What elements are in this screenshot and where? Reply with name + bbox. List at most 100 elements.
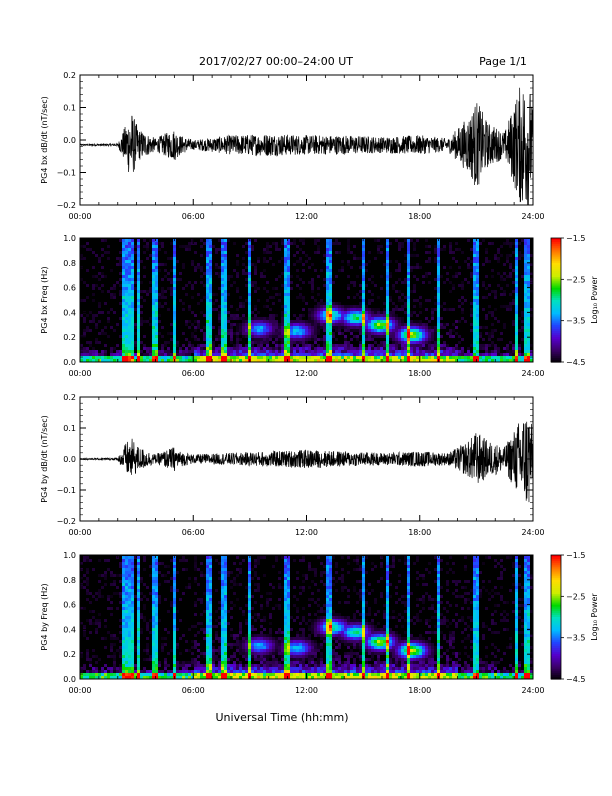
- spectrogram-cell: [521, 275, 524, 278]
- spectrogram-cell: [239, 583, 242, 586]
- spectrogram-cell: [284, 341, 287, 344]
- spectrogram-cell: [248, 595, 251, 598]
- spectrogram-cell: [317, 344, 320, 347]
- spectrogram-cell: [260, 655, 263, 658]
- spectrogram-cell: [131, 577, 134, 580]
- spectrogram-cell: [95, 356, 98, 359]
- spectrogram-cell: [122, 640, 125, 643]
- spectrogram-cell: [254, 646, 257, 649]
- spectrogram-cell: [269, 323, 272, 326]
- spectrogram-cell: [254, 589, 257, 592]
- spectrogram-cell: [524, 260, 527, 263]
- spectrogram-cell: [302, 242, 305, 245]
- spectrogram-cell: [152, 556, 155, 559]
- spectrogram-cell: [215, 637, 218, 640]
- spectrogram-cell: [218, 332, 221, 335]
- spectrogram-cell: [401, 323, 404, 326]
- spectrogram-cell: [140, 323, 143, 326]
- spectrogram-cell: [209, 646, 212, 649]
- spectrogram-cell: [125, 664, 128, 667]
- spectrogram-cell: [287, 350, 290, 353]
- spectrogram-cell: [497, 350, 500, 353]
- spectrogram-cell: [92, 568, 95, 571]
- spectrogram-cell: [425, 260, 428, 263]
- spectrogram-cell: [296, 296, 299, 299]
- spectrogram-cell: [104, 583, 107, 586]
- spectrogram-cell: [314, 326, 317, 329]
- spectrogram-cell: [461, 350, 464, 353]
- spectrogram-cell: [116, 257, 119, 260]
- spectrogram-cell: [419, 305, 422, 308]
- spectrogram-cell: [131, 329, 134, 332]
- spectrogram-cell: [410, 266, 413, 269]
- spectrogram-cell: [434, 302, 437, 305]
- spectrogram-cell: [392, 323, 395, 326]
- spectrogram-cell: [476, 311, 479, 314]
- spectrogram-cell: [281, 320, 284, 323]
- spectrogram-cell: [125, 625, 128, 628]
- spectrogram-cell: [434, 257, 437, 260]
- spectrogram-cell: [125, 577, 128, 580]
- spectrogram-cell: [227, 353, 230, 356]
- spectrogram-cell: [206, 616, 209, 619]
- spectrogram-cell: [302, 335, 305, 338]
- spectrogram-cell: [95, 628, 98, 631]
- spectrogram-cell: [173, 607, 176, 610]
- spectrogram-cell: [482, 281, 485, 284]
- spectrogram-cell: [284, 335, 287, 338]
- spectrogram-cell: [398, 350, 401, 353]
- spectrogram-cell: [344, 353, 347, 356]
- spectrogram-cell: [320, 308, 323, 311]
- spectrogram-cell: [146, 622, 149, 625]
- spectrogram-cell: [437, 275, 440, 278]
- spectrogram-cell: [143, 673, 146, 676]
- spectrogram-cell: [431, 341, 434, 344]
- spectrogram-cell: [248, 323, 251, 326]
- spectrogram-cell: [398, 290, 401, 293]
- spectrogram-cell: [221, 335, 224, 338]
- spectrogram-cell: [152, 664, 155, 667]
- spectrogram-cell: [278, 649, 281, 652]
- spectrogram-cell: [335, 329, 338, 332]
- spectrogram-cell: [326, 311, 329, 314]
- x-tick-label: 06:00: [182, 528, 205, 537]
- spectrogram-cell: [323, 320, 326, 323]
- spectrogram-cell: [383, 311, 386, 314]
- spectrogram-cell: [410, 323, 413, 326]
- spectrogram-cell: [434, 332, 437, 335]
- spectrogram-cell: [476, 269, 479, 272]
- spectrogram-cell: [329, 254, 332, 257]
- spectrogram-cell: [143, 353, 146, 356]
- spectrogram-cell: [200, 311, 203, 314]
- spectrogram-cell: [188, 305, 191, 308]
- spectrogram-cell: [248, 586, 251, 589]
- spectrogram-cell: [182, 664, 185, 667]
- spectrogram-cell: [224, 610, 227, 613]
- spectrogram-cell: [236, 260, 239, 263]
- y-tick-label: 0.8: [63, 259, 76, 268]
- spectrogram-cell: [398, 299, 401, 302]
- spectrogram-cell: [443, 353, 446, 356]
- spectrogram-cell: [503, 347, 506, 350]
- spectrogram-cell: [407, 272, 410, 275]
- spectrogram-cell: [254, 347, 257, 350]
- spectrogram-cell: [122, 610, 125, 613]
- spectrogram-cell: [155, 625, 158, 628]
- spectrogram-cell: [200, 353, 203, 356]
- spectrogram-cell: [527, 314, 530, 317]
- spectrogram-cell: [407, 251, 410, 254]
- spectrogram-cell: [233, 562, 236, 565]
- spectrogram-cell: [239, 649, 242, 652]
- spectrogram-cell: [203, 353, 206, 356]
- spectrogram-cell: [131, 332, 134, 335]
- spectrogram-cell: [281, 305, 284, 308]
- spectrogram-cell: [476, 326, 479, 329]
- spectrogram-cell: [437, 245, 440, 248]
- spectrogram-cell: [200, 281, 203, 284]
- spectrogram-cell: [245, 317, 248, 320]
- spectrogram-cell: [239, 640, 242, 643]
- spectrogram-cell: [263, 248, 266, 251]
- spectrogram-cell: [143, 658, 146, 661]
- spectrogram-cell: [284, 637, 287, 640]
